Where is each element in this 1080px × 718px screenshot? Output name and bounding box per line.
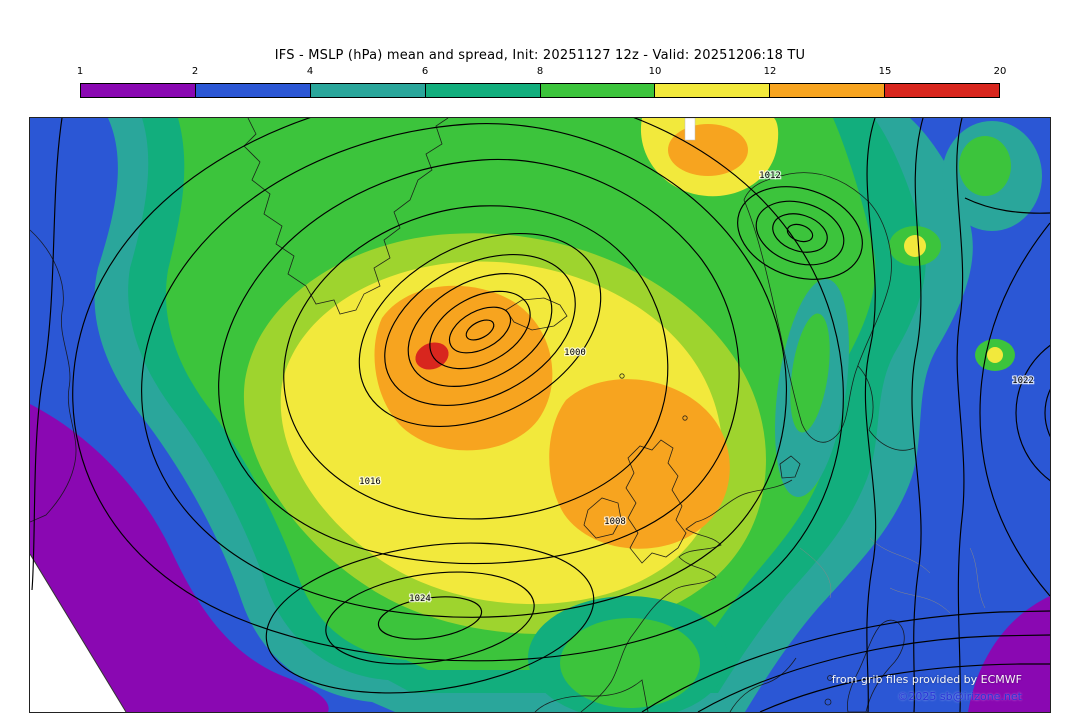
colorbar-tick-label: 1 — [76, 66, 84, 77]
isobar-label: 1016 — [359, 477, 381, 487]
coast-sardinia — [824, 698, 832, 706]
coast-corsica — [827, 675, 833, 681]
mslp-map: 1000 1016 1024 1008 1022 1012 — [30, 118, 1050, 712]
colorbar-tick-label: 4 — [306, 66, 314, 77]
colorbar-tick-label: 12 — [763, 66, 777, 77]
map-panel: 1000 1016 1024 1008 1022 1012 from grib … — [29, 117, 1051, 713]
map-top-marker — [684, 118, 696, 141]
isobar-meridional — [911, 118, 924, 712]
colorbar-segment — [885, 84, 999, 97]
spread-orange-east — [549, 379, 730, 549]
isobar-arc-southeast — [641, 610, 1050, 712]
spread-green-south — [560, 618, 700, 708]
border-line — [799, 547, 832, 599]
isobar-arc-southeast — [759, 663, 1050, 712]
spread-yellow-spot-east2 — [987, 347, 1003, 363]
spread-yellow-spot-east1 — [904, 235, 926, 257]
colorbar-tick-label: 6 — [421, 66, 429, 77]
isobar-low-norwegian-sea — [737, 186, 863, 280]
isobar-meridional — [864, 118, 877, 712]
coast-europe-west — [580, 479, 793, 712]
coast-iberia — [534, 679, 649, 712]
isobar-label: 1024 — [409, 594, 431, 604]
isobar-ring — [283, 205, 669, 520]
isobar-high-east — [979, 222, 1050, 597]
colorbar-segment — [770, 84, 886, 97]
border-line — [969, 547, 986, 609]
coast-italy — [847, 619, 905, 712]
isobar-label: 1012 — [759, 171, 781, 181]
coast-denmark — [779, 455, 801, 479]
coast-faroe — [619, 373, 625, 379]
colorbar-tick-label: 20 — [993, 66, 1007, 77]
coast-scandinavia — [743, 172, 892, 443]
isobar-label: 1000 — [564, 348, 586, 358]
coast-shetland — [682, 415, 688, 421]
spread-orange-northeast — [668, 124, 748, 176]
isobar-low-atlantic — [358, 232, 602, 428]
spread-fills — [30, 118, 1050, 712]
coastlines — [30, 118, 915, 712]
spread-red-max — [415, 342, 449, 370]
colorbar-tick-label: 8 — [536, 66, 544, 77]
colorbar: 1 2 4 6 8 10 12 15 20 — [76, 66, 1007, 100]
coast-greenland — [243, 118, 449, 315]
spread-purple-southwest — [30, 404, 329, 712]
colorbar-bar — [80, 83, 1000, 98]
coast-labrador — [30, 229, 77, 523]
colorbar-ticks: 1 2 4 6 8 10 12 15 20 — [76, 66, 1007, 79]
credit-ecmwf: from grib files provided by ECMWF — [831, 673, 1022, 686]
isobar-label: 1008 — [604, 517, 626, 527]
coast-baltic — [857, 365, 915, 451]
chart-title: IFS - MSLP (hPa) mean and spread, Init: … — [274, 48, 806, 63]
isobar-label: 1022 — [1012, 376, 1034, 386]
coast-iceland — [505, 297, 568, 331]
colorbar-segment — [310, 84, 426, 97]
colorbar-tick-label: 15 — [878, 66, 892, 77]
colorbar-segment — [425, 84, 541, 97]
isobar-short — [964, 197, 1050, 214]
credit-copyright: ©2025 sb@irizone.net — [897, 690, 1022, 703]
isobars — [31, 118, 1050, 712]
coast-great-britain — [625, 439, 687, 564]
spread-green-northeast-corner — [959, 136, 1011, 196]
coast-mediterranean — [729, 657, 797, 712]
isobar-ring — [218, 158, 740, 565]
isobar-ring — [141, 122, 787, 618]
colorbar-segment — [655, 84, 771, 97]
spread-purple-southeast — [968, 596, 1050, 712]
isobar-labels: 1000 1016 1024 1008 1022 1012 — [358, 170, 1035, 606]
spread-green-norway — [790, 313, 830, 433]
isobar-meridional — [956, 118, 965, 712]
colorbar-segment — [81, 84, 196, 97]
isobar-west-edge — [31, 118, 63, 591]
isobar-arc-southeast — [697, 634, 1050, 712]
coast-ireland — [583, 497, 622, 539]
colorbar-segment — [540, 84, 656, 97]
border-line — [889, 587, 951, 614]
colorbar-segment — [195, 84, 311, 97]
colorbar-tick-label: 10 — [648, 66, 662, 77]
map-corner-cut-edge — [30, 553, 127, 712]
colorbar-tick-label: 2 — [191, 66, 199, 77]
